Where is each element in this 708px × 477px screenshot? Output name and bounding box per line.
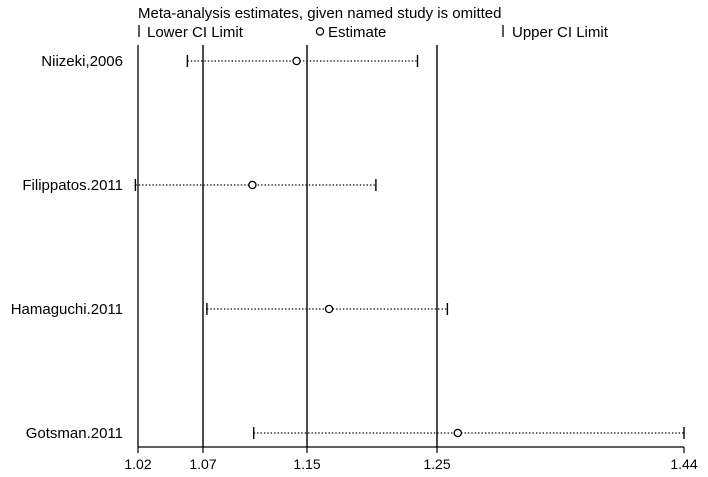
estimate-marker-0 bbox=[292, 56, 301, 66]
study-label-0: Niizeki,2006 bbox=[41, 53, 123, 70]
study-label-2: Hamaguchi.2011 bbox=[11, 301, 123, 318]
x-tick-label-1: 1.07 bbox=[189, 456, 216, 472]
legend: Lower CI Limit Estimate Upper CI Limit bbox=[138, 24, 609, 41]
legend-estimate-icon bbox=[315, 27, 325, 36]
x-tick-label-4: 1.44 bbox=[670, 456, 697, 472]
legend-lower-ci-label: Lower CI Limit bbox=[147, 24, 244, 41]
estimate-marker-2 bbox=[324, 304, 334, 314]
estimate-marker-3 bbox=[453, 428, 463, 438]
chart-title: Meta-analysis estimates, given named stu… bbox=[138, 5, 502, 22]
x-tick-label-3: 1.25 bbox=[423, 456, 450, 472]
study-label-1: Filippatos.2011 bbox=[22, 177, 123, 194]
x-tick-label-0: 1.02 bbox=[124, 456, 151, 472]
legend-estimate-label: Estimate bbox=[328, 24, 386, 41]
plot-area: 1.02 1.07 1.15 1.25 1.44 Niizeki,2006 Filippat… bbox=[11, 45, 698, 472]
estimate-marker-1 bbox=[248, 180, 257, 190]
x-tick-label-2: 1.15 bbox=[293, 456, 320, 472]
study-label-3: Gotsman.2011 bbox=[26, 425, 123, 442]
legend-upper-ci-label: Upper CI Limit bbox=[512, 24, 609, 41]
